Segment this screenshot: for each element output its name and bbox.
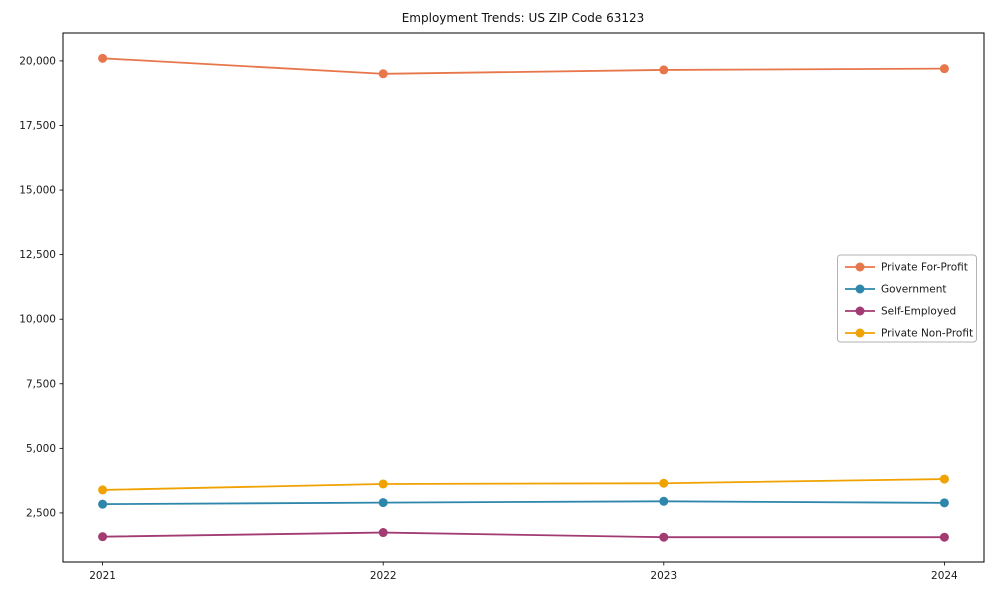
plot-area: 2,500 5,000 7,500 10,000 12,500 15,000 17,500 2… — [19, 32, 985, 582]
y-tick-label: 10,000 — [19, 314, 56, 326]
legend-entry-self-employed: Self-Employed — [845, 306, 956, 318]
data-point-private-for-profit-2022 — [378, 69, 388, 79]
y-tick-label: 20,000 — [19, 55, 56, 67]
legend-marker-sample — [855, 328, 865, 338]
data-point-private-for-profit-2021 — [98, 53, 108, 63]
series-private-for-profit — [98, 53, 949, 79]
data-point-self-employed-2024 — [939, 532, 949, 542]
legend-marker-sample — [855, 262, 865, 272]
data-point-self-employed-2022 — [378, 528, 388, 538]
x-tick-label: 2021 — [89, 570, 116, 582]
y-tick-label: 5,000 — [26, 443, 56, 455]
series-line-self-employed — [101, 531, 946, 539]
legend-label: Self-Employed — [881, 306, 956, 318]
data-point-government-2024 — [939, 498, 949, 508]
data-point-private-non-profit-2021 — [98, 485, 108, 495]
data-point-private-non-profit-2023 — [659, 478, 669, 488]
legend-label: Government — [881, 284, 946, 296]
data-point-self-employed-2023 — [659, 532, 669, 542]
series-private-non-profit — [98, 474, 949, 495]
x-tick-label: 2024 — [931, 570, 958, 582]
series-line-private-non-profit — [101, 478, 946, 491]
series-line-government — [101, 500, 946, 506]
legend-entry-private-non-profit: Private Non-Profit — [845, 328, 973, 340]
data-point-private-non-profit-2024 — [939, 474, 949, 484]
legend-label: Private For-Profit — [881, 262, 968, 274]
legend: Private For-Profit Government Self-Employe… — [837, 254, 977, 343]
data-point-private-non-profit-2022 — [378, 479, 388, 489]
legend-label: Private Non-Profit — [881, 328, 973, 340]
legend-entry-government: Government — [845, 284, 946, 296]
data-point-private-for-profit-2023 — [659, 65, 669, 75]
y-tick-label: 7,500 — [26, 378, 56, 390]
series-self-employed — [98, 528, 949, 542]
data-point-government-2021 — [98, 499, 108, 509]
data-point-private-for-profit-2024 — [939, 64, 949, 74]
series-line-private-for-profit — [101, 57, 946, 75]
legend-box — [837, 254, 977, 343]
data-point-government-2022 — [378, 498, 388, 508]
x-tick-label: 2022 — [370, 570, 397, 582]
data-point-government-2023 — [659, 496, 669, 506]
legend-marker-sample — [855, 306, 865, 316]
axes-spines — [62, 32, 985, 563]
legend-marker-sample — [855, 284, 865, 294]
y-tick-label: 2,500 — [26, 507, 56, 519]
series-government — [98, 496, 949, 509]
legend-entry-private-for-profit: Private For-Profit — [845, 262, 968, 274]
x-tick-label: 2023 — [650, 570, 677, 582]
chart-title: Employment Trends: US ZIP Code 63123 — [402, 11, 645, 25]
y-tick-label: 15,000 — [19, 185, 56, 197]
y-tick-label: 17,500 — [19, 120, 56, 132]
data-point-self-employed-2021 — [98, 532, 108, 542]
y-tick-label: 12,500 — [19, 249, 56, 261]
